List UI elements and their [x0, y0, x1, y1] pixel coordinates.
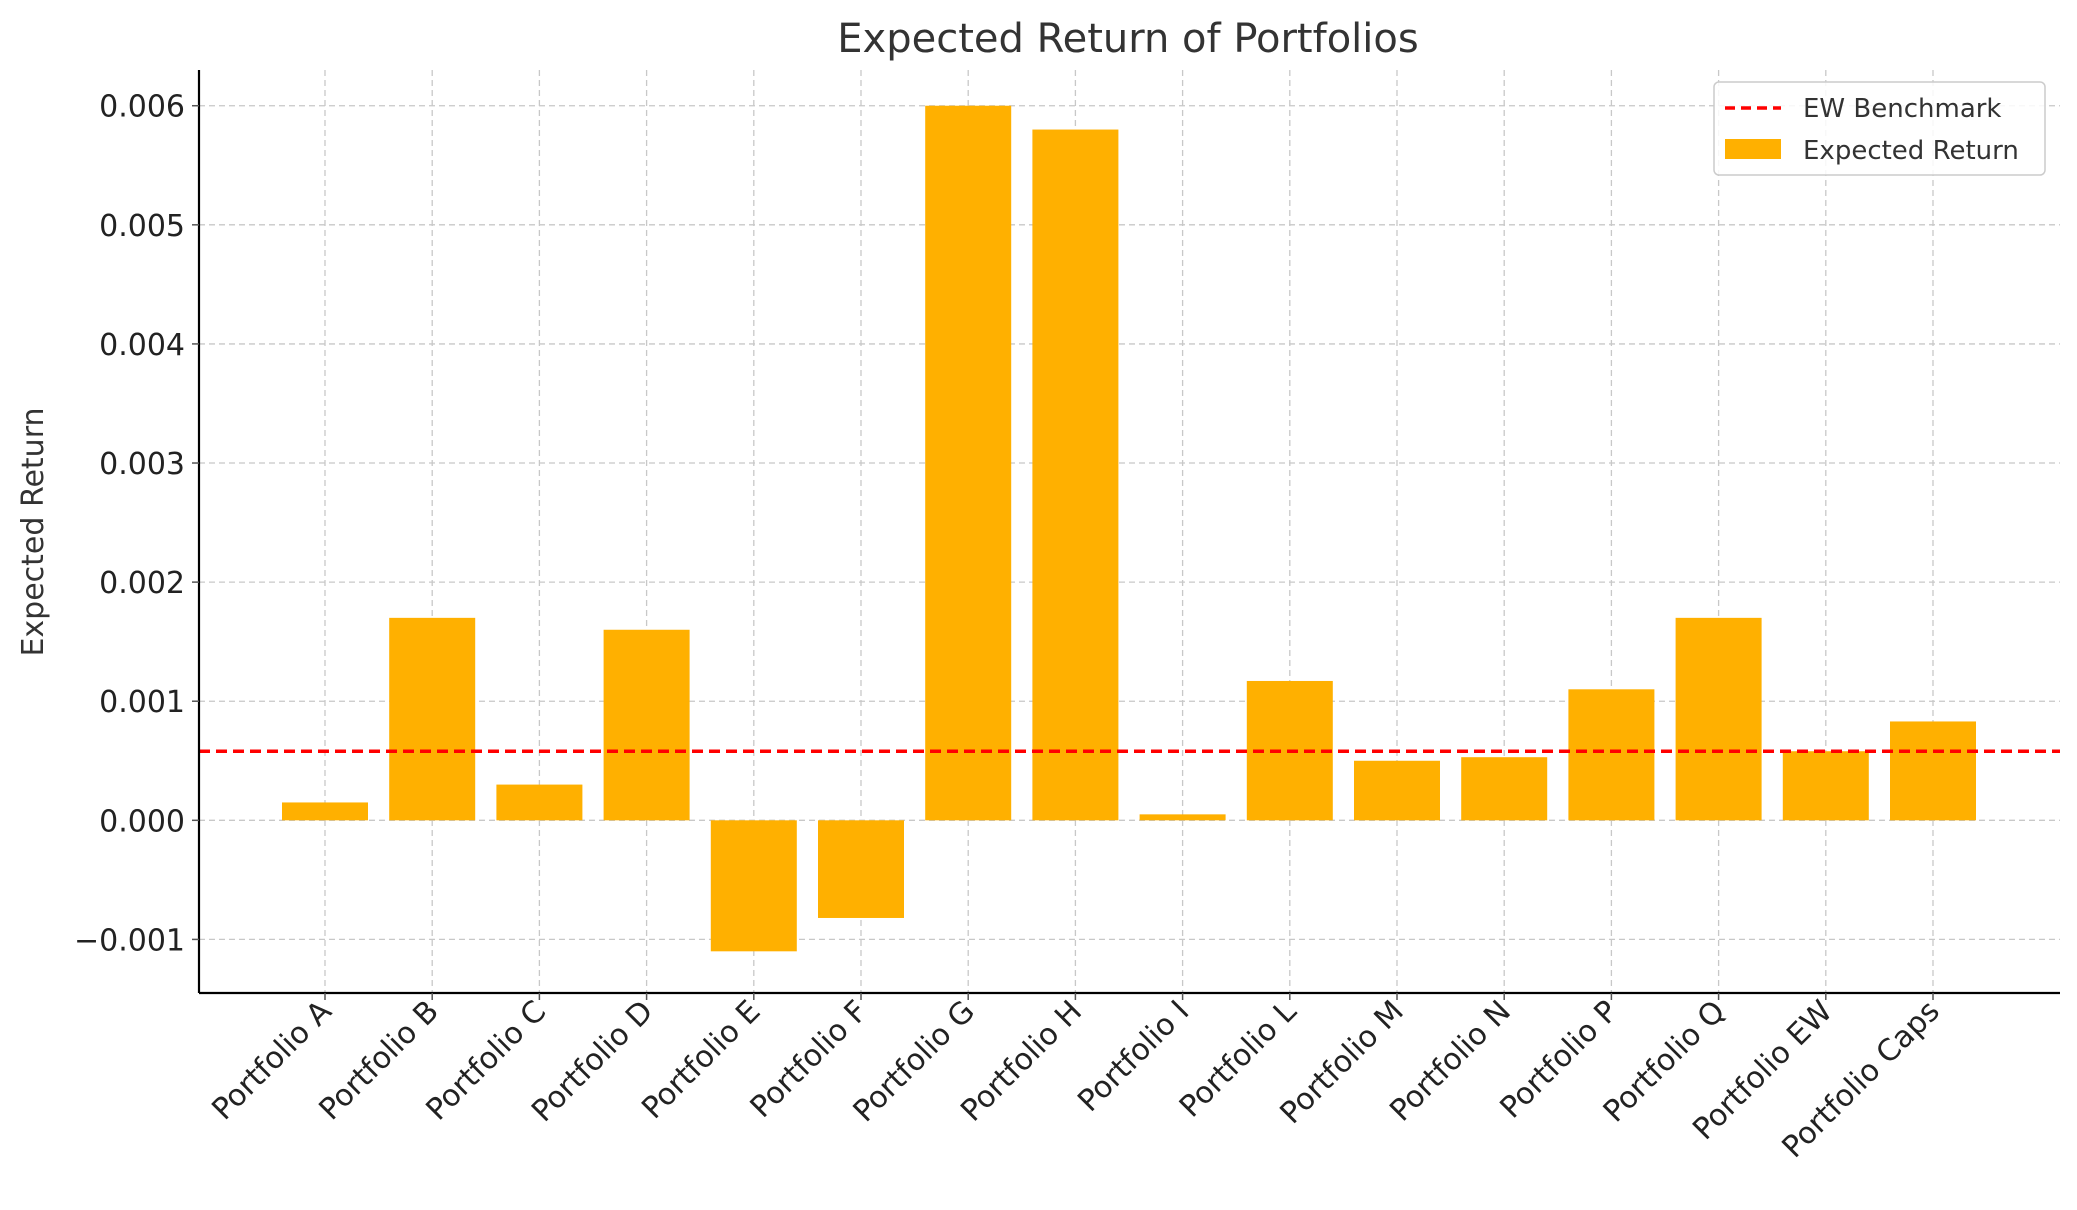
legend-benchmark-label: EW Benchmark — [1803, 94, 2002, 124]
y-tick-label: −0.001 — [74, 923, 185, 958]
grid-lines — [199, 70, 2060, 993]
bar — [1032, 129, 1119, 821]
legend-expected-return-label: Expected Return — [1803, 136, 2019, 166]
y-tick-label: 0.004 — [99, 328, 185, 363]
bar — [1568, 689, 1655, 821]
y-tick-label: 0.003 — [99, 447, 185, 482]
y-axis-label: Expected Return — [16, 407, 51, 656]
y-tick-labels: −0.001 0.000 0.001 0.002 0.003 0.004 0.005 0.00… — [74, 90, 185, 959]
bar — [1890, 721, 1976, 821]
bar — [818, 820, 904, 918]
axes — [192, 70, 2060, 1000]
bar — [925, 105, 1012, 821]
bar — [389, 617, 476, 821]
bar — [1461, 757, 1548, 821]
chart-title: Expected Return of Portfolios — [837, 16, 1418, 62]
y-tick-label: 0.002 — [99, 566, 185, 601]
bar — [496, 784, 583, 821]
bar — [282, 802, 368, 821]
legend-frame — [1713, 81, 2046, 176]
legend-expected-return-swatch — [1725, 139, 1781, 159]
legend: EW Benchmark Expected Return — [1713, 81, 2046, 176]
bar — [1139, 814, 1226, 821]
bar — [603, 629, 690, 821]
bar — [1675, 617, 1762, 821]
y-tick-label: 0.001 — [99, 685, 185, 720]
bar — [1782, 751, 1869, 821]
bar — [1354, 760, 1440, 821]
bar — [710, 820, 797, 952]
y-tick-label: 0.006 — [99, 90, 185, 125]
y-tick-label: 0.005 — [99, 209, 185, 244]
bars — [282, 105, 1976, 952]
y-tick-label: 0.000 — [99, 804, 185, 839]
